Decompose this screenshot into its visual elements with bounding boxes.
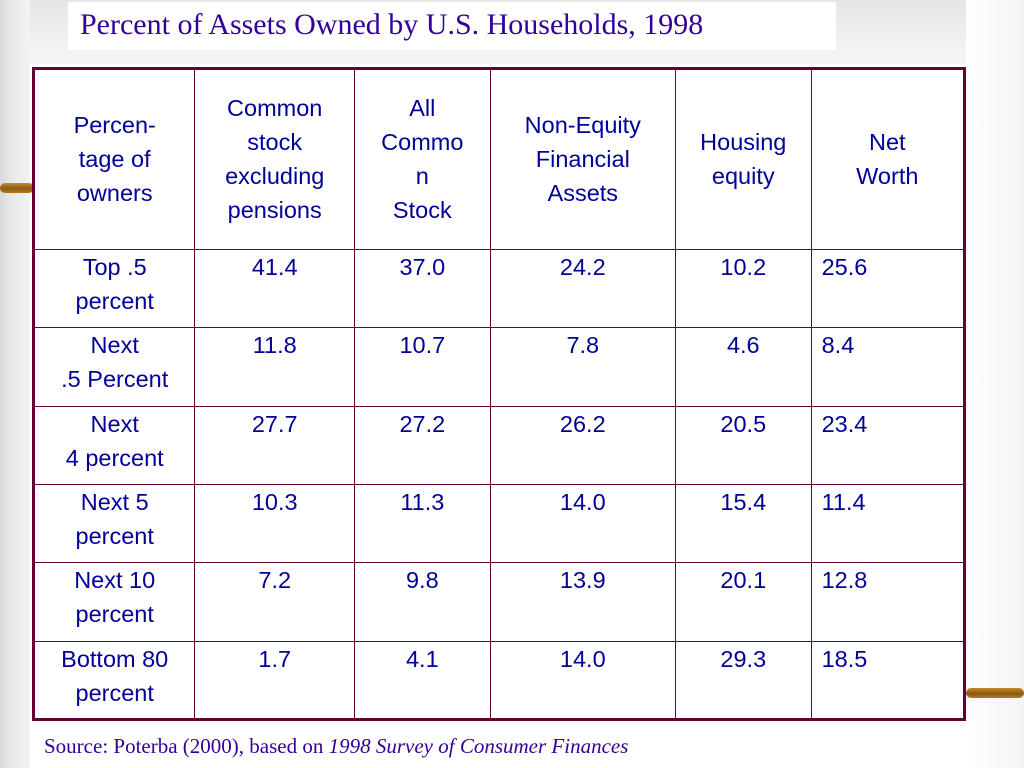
cell-non-equity-financial: 14.0 [489, 483, 676, 564]
cell-housing-equity: 10.2 [674, 248, 812, 329]
table-row: Next 10 percent 7.2 9.8 13.9 20.1 12.8 [32, 562, 966, 642]
header-percentage-of-owners: Percen- tage of owners [32, 68, 196, 250]
cell-common-stock-excl: 27.7 [194, 405, 355, 485]
cell-net-worth: 12.8 [810, 562, 966, 642]
title-background [68, 2, 836, 50]
row-label: Top .5 percent [32, 248, 196, 329]
cell-net-worth: 18.5 [810, 640, 966, 721]
header-net-worth: Net Worth [810, 68, 966, 250]
row-label: Next .5 Percent [32, 327, 196, 407]
table-row: Next 5 percent 10.3 11.3 14.0 15.4 11.4 [32, 483, 966, 564]
source-prefix: Source: Poterba (2000), based on [44, 734, 329, 758]
header-non-equity-financial-assets: Non-Equity Financial Assets [489, 68, 676, 250]
cell-non-equity-financial: 24.2 [489, 248, 676, 329]
table-row: Bottom 80 percent 1.7 4.1 14.0 29.3 18.5 [32, 640, 966, 721]
decorative-right-strip [966, 0, 1024, 768]
decorative-left-strip [0, 0, 30, 768]
decorative-node-right [966, 688, 1024, 698]
slide-title: Percent of Assets Owned by U.S. Househol… [80, 8, 704, 41]
cell-non-equity-financial: 7.8 [489, 327, 676, 407]
table-header-row: Percen- tage of owners Common stock excl… [32, 68, 966, 250]
row-label: Bottom 80 percent [32, 640, 196, 721]
source-note: Source: Poterba (2000), based on 1998 Su… [44, 734, 628, 759]
cell-housing-equity: 15.4 [674, 483, 812, 564]
cell-net-worth: 23.4 [810, 405, 966, 485]
cell-common-stock-excl: 1.7 [194, 640, 355, 721]
source-survey-title: 1998 Survey of Consumer Finances [328, 734, 629, 758]
table-row: Next .5 Percent 11.8 10.7 7.8 4.6 8.4 [32, 327, 966, 407]
row-label: Next 10 percent [32, 562, 196, 642]
decorative-node-left [0, 183, 34, 193]
cell-all-common-stock: 4.1 [354, 640, 491, 721]
cell-common-stock-excl: 11.8 [194, 327, 355, 407]
cell-common-stock-excl: 7.2 [194, 562, 355, 642]
row-label: Next 4 percent [32, 405, 196, 485]
table-row: Top .5 percent 41.4 37.0 24.2 10.2 25.6 [32, 248, 966, 329]
cell-common-stock-excl: 10.3 [194, 483, 355, 564]
header-common-stock-excluding-pensions: Common stock excluding pensions [194, 68, 355, 250]
cell-housing-equity: 20.5 [674, 405, 812, 485]
cell-housing-equity: 20.1 [674, 562, 812, 642]
table-row: Next 4 percent 27.7 27.2 26.2 20.5 23.4 [32, 405, 966, 485]
cell-net-worth: 8.4 [810, 327, 966, 407]
header-housing-equity: Housing equity [674, 68, 812, 250]
cell-all-common-stock: 11.3 [354, 483, 491, 564]
cell-net-worth: 25.6 [810, 248, 966, 329]
row-label: Next 5 percent [32, 483, 196, 564]
cell-all-common-stock: 9.8 [354, 562, 491, 642]
cell-all-common-stock: 27.2 [354, 405, 491, 485]
cell-all-common-stock: 10.7 [354, 327, 491, 407]
assets-table: Percen- tage of owners Common stock excl… [32, 67, 966, 721]
cell-non-equity-financial: 26.2 [489, 405, 676, 485]
header-all-common-stock: All Commo n Stock [354, 68, 491, 250]
cell-common-stock-excl: 41.4 [194, 248, 355, 329]
cell-all-common-stock: 37.0 [354, 248, 491, 329]
cell-non-equity-financial: 13.9 [489, 562, 676, 642]
cell-non-equity-financial: 14.0 [489, 640, 676, 721]
cell-housing-equity: 4.6 [674, 327, 812, 407]
cell-net-worth: 11.4 [810, 483, 966, 564]
cell-housing-equity: 29.3 [674, 640, 812, 721]
